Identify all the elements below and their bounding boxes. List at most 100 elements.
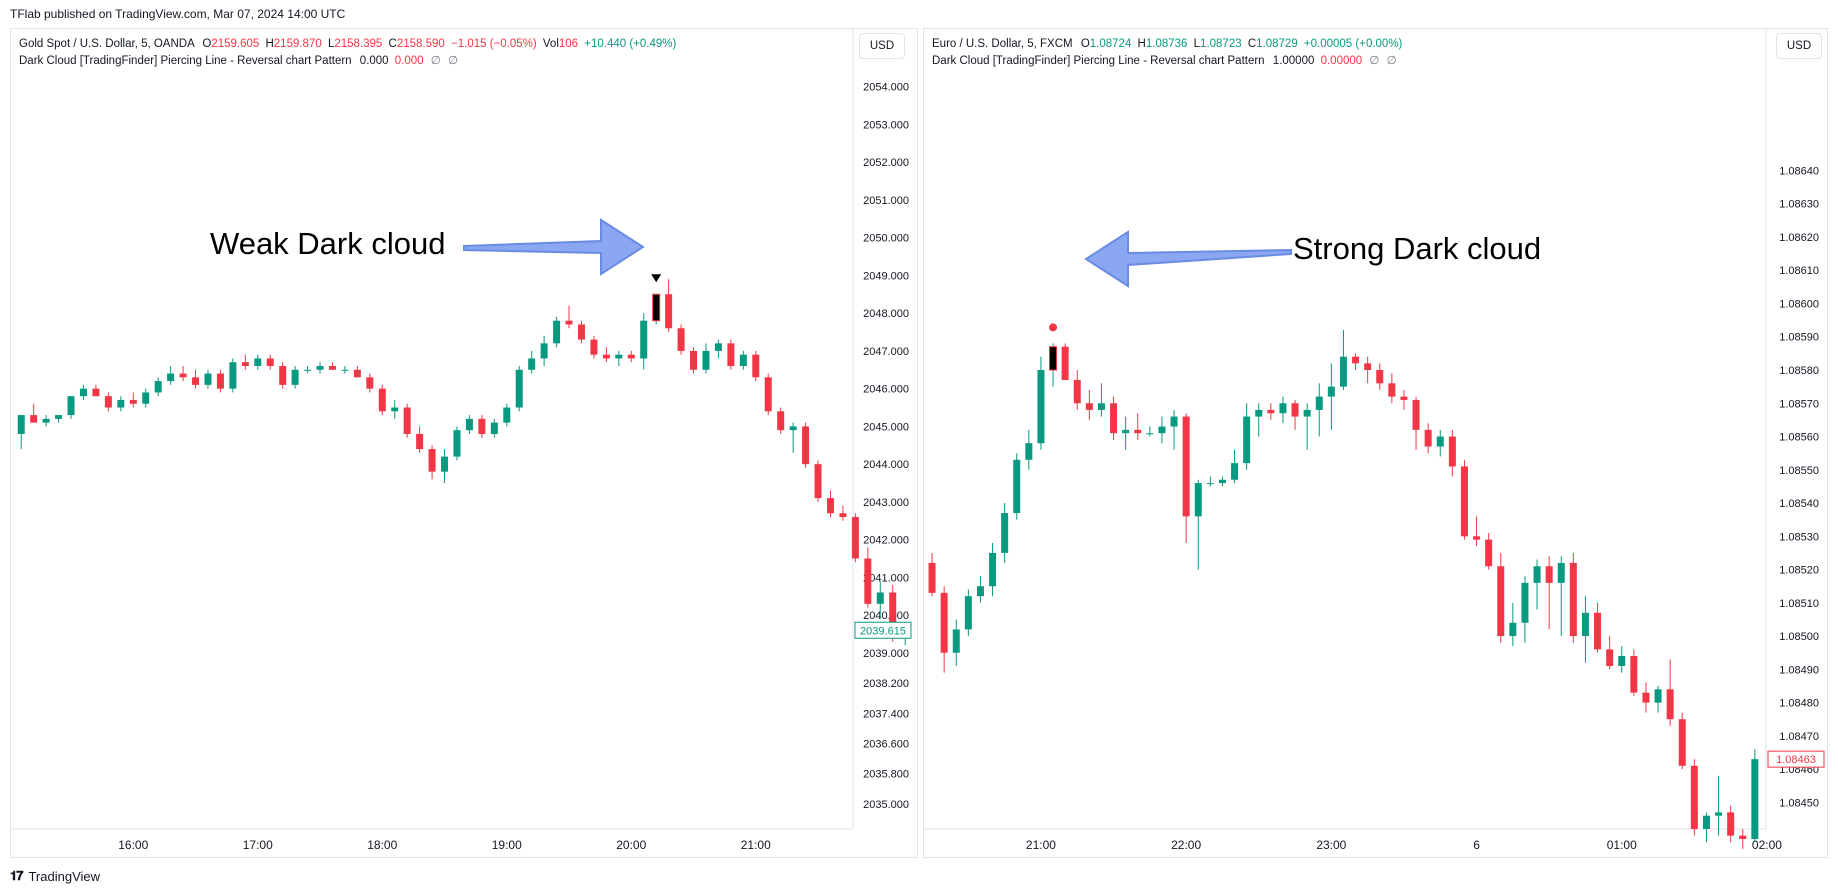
gold-candle-body <box>104 396 112 408</box>
eurusd-symbol-title[interactable]: Euro / U.S. Dollar, 5, FXCM <box>932 38 1073 50</box>
gold-y-tick-label: 2050.000 <box>863 233 909 245</box>
gold-candle-body <box>441 456 449 472</box>
eurusd-candle-body <box>1557 562 1565 583</box>
gold-candle-body <box>690 350 698 370</box>
gold-y-tick-label: 2040.000 <box>863 610 909 622</box>
eurusd-y-tick-label: 1.08540 <box>1779 498 1819 510</box>
eurusd-candle-body <box>1376 370 1384 384</box>
eurusd-dark-cloud-marker <box>1049 323 1058 332</box>
gold-y-tick-label: 2053.000 <box>863 119 909 131</box>
eurusd-y-tick-label: 1.08630 <box>1779 199 1819 211</box>
gold-chart-canvas[interactable]: 2054.000 2053.000 2052.000 2051.000 2050.000… <box>11 29 918 858</box>
eurusd-candle-body <box>1690 765 1698 829</box>
gold-y-tick-label: 2037.400 <box>863 708 909 720</box>
gold-candle-body <box>192 377 200 385</box>
eurusd-y-tick-label: 1.08470 <box>1779 731 1819 743</box>
gold-candle-body <box>814 464 822 499</box>
gold-low-label: L <box>327 38 335 50</box>
gold-candle-body <box>416 433 424 450</box>
eurusd-currency-button[interactable]: USD <box>1776 33 1822 59</box>
gold-symbol-title[interactable]: Gold Spot / U.S. Dollar, 5, OANDA <box>19 38 195 50</box>
gold-candle-body <box>154 381 162 393</box>
eurusd-candle-body <box>1267 409 1275 414</box>
gold-y-tick-label: 2052.000 <box>863 157 909 169</box>
gold-candle-body <box>565 320 573 325</box>
gold-candle-body <box>366 377 374 389</box>
eurusd-candle-body <box>1618 656 1626 667</box>
gold-candle-body <box>204 373 212 385</box>
eurusd-candle-body <box>1303 409 1311 417</box>
gold-y-tick-label: 2051.000 <box>863 195 909 207</box>
gold-candle-body <box>577 324 585 340</box>
gold-candle-body <box>229 362 237 389</box>
eurusd-candle-body <box>928 562 936 593</box>
eurusd-last-price-box <box>1767 750 1825 768</box>
gold-currency-button[interactable]: USD <box>859 33 905 59</box>
strong-dark-cloud-annotation: Strong Dark cloud <box>1293 231 1542 266</box>
eurusd-candle-body <box>1291 403 1299 417</box>
eurusd-chart-panel[interactable]: 1.08640 1.08630 1.08620 1.08610 1.08600 1.085… <box>923 28 1828 858</box>
gold-candle-body <box>876 592 884 604</box>
gold-open: 2159.605 <box>211 38 260 50</box>
gold-candle-body <box>627 354 635 359</box>
gold-candle-body <box>17 415 25 434</box>
eurusd-candle-body <box>1509 622 1517 637</box>
gold-y-tick-label: 2038.200 <box>863 678 909 690</box>
gold-candle-body <box>553 320 561 344</box>
gold-chart-panel[interactable]: 2054.000 2053.000 2052.000 2051.000 2050.000… <box>10 28 918 858</box>
eurusd-candle-body <box>1146 433 1154 435</box>
eurusd-candle-body <box>1037 370 1045 444</box>
eurusd-legend: Euro / U.S. Dollar, 5, FXCM O1.08724 H1.… <box>932 36 1402 70</box>
gold-x-tick-label: 21:00 <box>741 838 771 852</box>
eurusd-indicator-title[interactable]: Dark Cloud [TradingFinder] Piercing Line… <box>932 55 1265 67</box>
eurusd-candle-body <box>1448 436 1456 467</box>
eurusd-candle-body <box>964 596 972 630</box>
gold-candle-body <box>777 411 785 431</box>
gold-last-price-label: 2039.615 <box>860 625 906 637</box>
gold-candle-body <box>826 498 834 514</box>
gold-vol-label: Vol <box>542 38 559 50</box>
gold-candle-body <box>378 388 386 412</box>
gold-x-tick-label: 18:00 <box>367 838 397 852</box>
tradingview-footer[interactable]: 𝟏𝟕 TradingView <box>10 868 100 884</box>
eurusd-candle-body <box>1182 416 1190 517</box>
gold-candle-body <box>403 407 411 434</box>
gold-y-tick-label: 2044.000 <box>863 459 909 471</box>
gold-candle-body <box>540 343 548 359</box>
eurusd-candle-body <box>1339 356 1347 387</box>
tradingview-logo-text: TradingView <box>28 868 101 884</box>
eurusd-x-tick-label: 01:00 <box>1607 838 1637 852</box>
gold-indicator-empty-icon-2: ∅ <box>448 55 459 67</box>
eurusd-indicator-value-1: 1.00000 <box>1272 55 1315 67</box>
eurusd-candle-body <box>1666 689 1674 720</box>
gold-candle-body <box>279 366 287 385</box>
gold-y-tick-label: 2054.000 <box>863 82 909 94</box>
gold-high-label: H <box>265 38 274 50</box>
gold-close: 2158.590 <box>396 38 445 50</box>
gold-candle-body <box>42 418 50 423</box>
gold-volume-change: +10.440 (+0.49%) <box>584 38 677 50</box>
gold-candle-body <box>465 418 473 431</box>
eurusd-indicator-value-2: 0.00000 <box>1320 55 1363 67</box>
gold-y-tick-label: 2045.000 <box>863 421 909 433</box>
eurusd-candle-body <box>1097 403 1105 410</box>
eurusd-chart-canvas[interactable]: 1.08640 1.08630 1.08620 1.08610 1.08600 1.085… <box>924 29 1828 858</box>
eurusd-x-tick-label: 02:00 <box>1752 838 1782 852</box>
gold-indicator-title[interactable]: Dark Cloud [TradingFinder] Piercing Line… <box>19 55 352 67</box>
gold-candle-body <box>328 366 336 370</box>
eurusd-candle-body <box>1025 443 1033 460</box>
gold-y-tick-label: 2036.600 <box>863 739 909 751</box>
gold-candle-body <box>864 558 872 604</box>
eurusd-candle-body <box>1485 539 1493 567</box>
eurusd-y-tick-label: 1.08530 <box>1779 531 1819 543</box>
eurusd-candle-body <box>1206 483 1214 485</box>
eurusd-candle-body <box>940 592 948 653</box>
eurusd-high-label: H <box>1137 38 1146 50</box>
eurusd-annotation-arrow <box>1084 230 1292 288</box>
gold-candle-body <box>590 339 598 355</box>
eurusd-y-tick-label: 1.08490 <box>1779 664 1819 676</box>
gold-annotation-arrow <box>463 218 645 276</box>
eurusd-y-tick-label: 1.08640 <box>1779 165 1819 177</box>
eurusd-indicator-empty-icon-1: ∅ <box>1369 55 1380 67</box>
eurusd-candle-body <box>1460 466 1468 537</box>
